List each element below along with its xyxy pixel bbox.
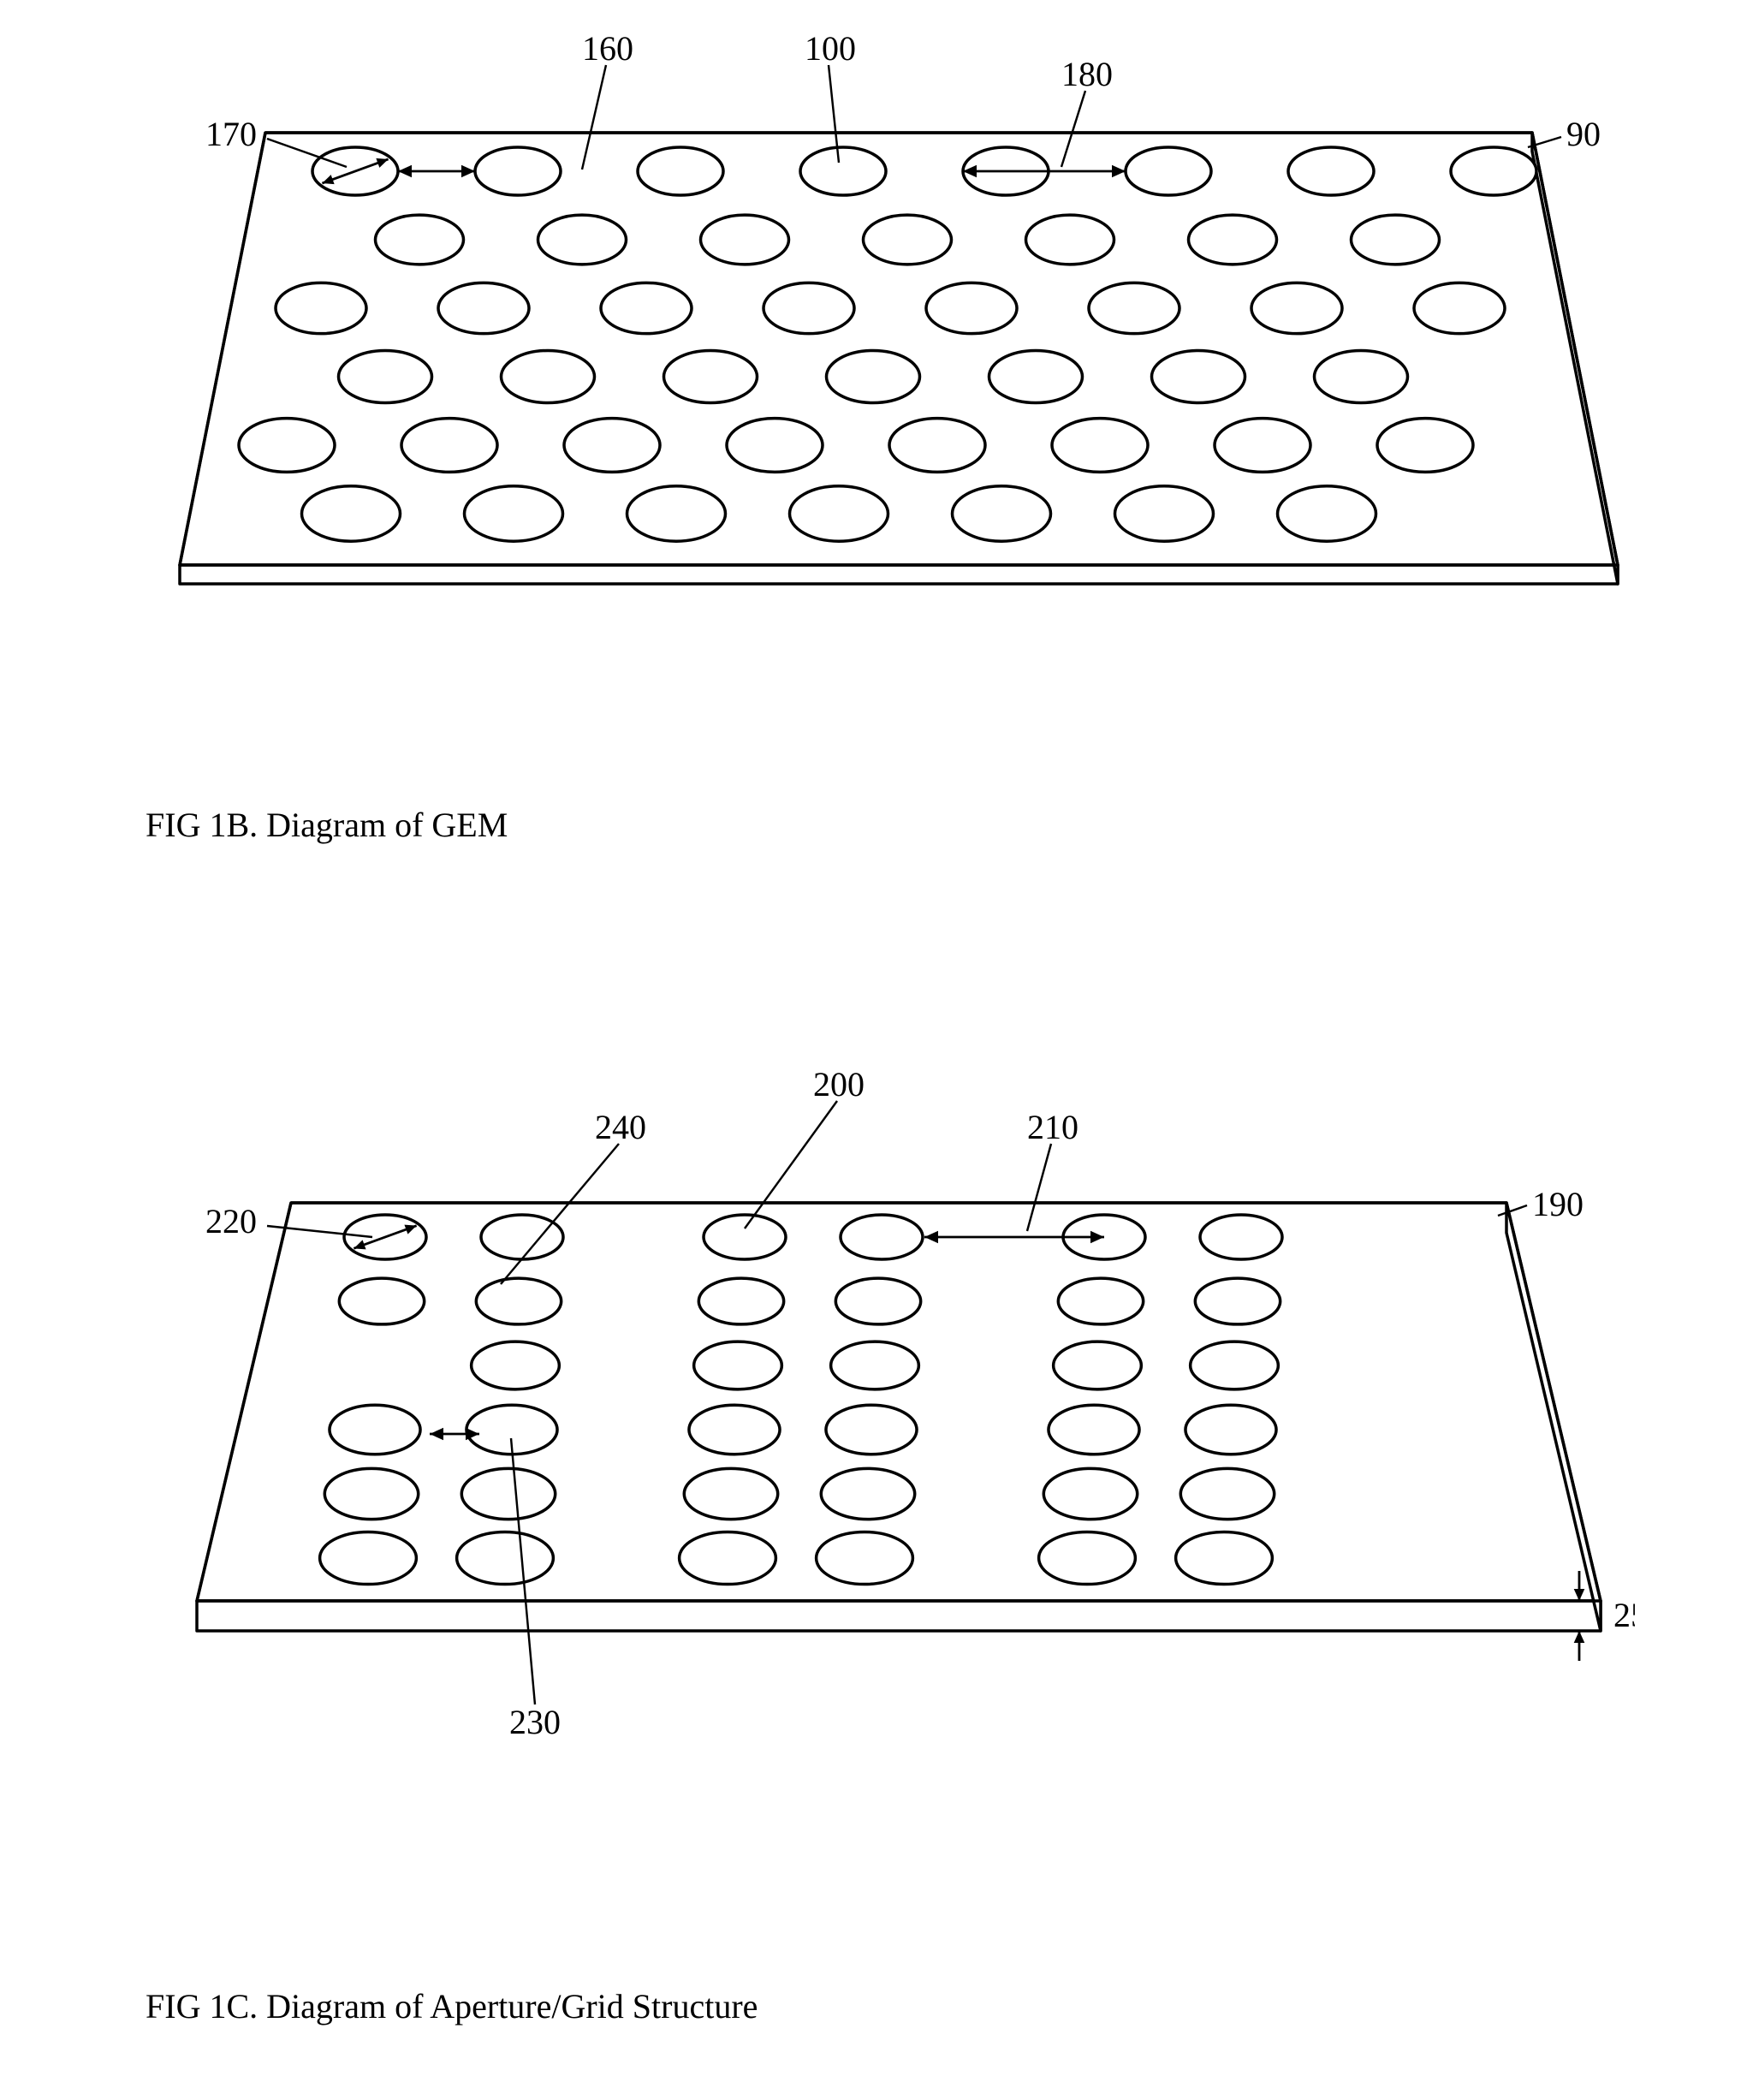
- fig-1b-diagram: 170 160 100 180 90: [128, 17, 1635, 693]
- svg-text:230: 230: [509, 1703, 561, 1741]
- svg-text:170: 170: [205, 115, 257, 153]
- fig-1c-caption: FIG 1C. Diagram of Aperture/Grid Structu…: [146, 1986, 758, 2026]
- svg-text:90: 90: [1566, 115, 1601, 153]
- page: 170 160 100 180 90 FIG 1B. Diagram of GEM 22…: [0, 0, 1741, 2100]
- svg-text:190: 190: [1532, 1185, 1584, 1223]
- svg-text:160: 160: [582, 29, 633, 68]
- svg-text:220: 220: [205, 1202, 257, 1240]
- svg-text:240: 240: [595, 1108, 646, 1146]
- svg-text:100: 100: [805, 29, 856, 68]
- fig-1b-caption: FIG 1B. Diagram of GEM: [146, 805, 508, 845]
- fig-1c-diagram: 220 240 200 210 190 230 250: [128, 1044, 1635, 1815]
- svg-text:210: 210: [1027, 1108, 1078, 1146]
- svg-text:200: 200: [813, 1065, 865, 1104]
- svg-text:250: 250: [1613, 1596, 1635, 1634]
- svg-text:180: 180: [1061, 55, 1113, 93]
